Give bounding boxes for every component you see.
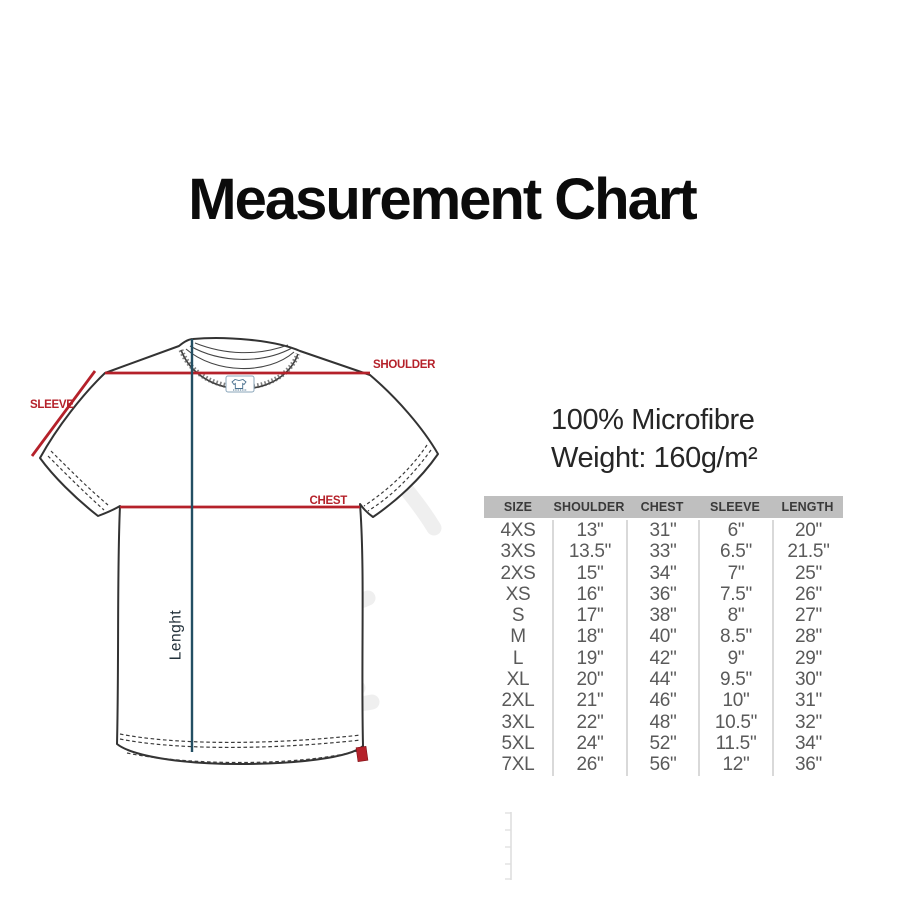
shoulder-label: SHOULDER (373, 359, 436, 371)
sleeve-measure-line (30, 370, 97, 457)
table-cell: 42" (626, 647, 698, 670)
length-label: Lenght (168, 610, 185, 661)
table-cell: 27" (772, 605, 843, 627)
table-cell: 25" (772, 562, 843, 584)
hem-tag (355, 746, 369, 762)
table-cell: 24" (552, 732, 626, 755)
table-cell: XL (506, 669, 530, 691)
table-cell: 44" (626, 669, 698, 691)
table-cell: 21" (552, 690, 626, 712)
table-cell: 52" (626, 732, 698, 755)
table-cell: 2XL (501, 690, 535, 712)
table-row: XL 20" 44" 9.5" 30" (484, 669, 843, 691)
table-cell: XS (505, 583, 531, 605)
table-cell: M (510, 626, 526, 648)
table-row: 3XS 13.5" 33" 6.5" 21.5" (484, 541, 843, 563)
size-table-header: SIZE SHOULDER CHEST SLEEVE LENGTH (484, 496, 843, 518)
table-cell: 13.5" (552, 541, 626, 563)
table-cell: 34" (772, 732, 843, 755)
table-cell: 28" (772, 626, 843, 648)
table-cell: 26" (552, 754, 626, 776)
table-cell: 40" (626, 626, 698, 648)
table-cell: 19" (552, 647, 626, 670)
table-cell: 36" (772, 754, 843, 776)
table-row: 7XL 26" 56" 12" 36" (484, 754, 843, 776)
table-cell: 20" (772, 520, 843, 542)
size-table: SIZE SHOULDER CHEST SLEEVE LENGTH 4XS 13" 31" 6… (484, 496, 843, 776)
table-cell: 7XL (501, 754, 535, 776)
table-cell: 7" (698, 562, 772, 584)
table-cell: 8" (698, 605, 772, 627)
table-cell: 4XS (500, 520, 536, 541)
table-cell: 31" (626, 520, 698, 542)
table-cell: 30" (772, 669, 843, 691)
table-cell: 33" (626, 541, 698, 563)
table-row: M 18" 40" 8.5" 28" (484, 626, 843, 648)
column-header: SHOULDER (553, 500, 625, 514)
sleeve-label: SLEEVE (30, 399, 74, 411)
table-row: XS 16" 36" 7.5" 26" (484, 583, 843, 606)
collar-label (225, 375, 255, 393)
table-cell: 7.5" (698, 583, 772, 606)
table-cell: 26" (772, 583, 843, 606)
page-title: Measurement Chart (188, 167, 697, 232)
table-cell: 6.5" (698, 541, 772, 563)
table-row: 5XL 24" 52" 11.5" 34" (484, 732, 843, 755)
table-cell: 18" (552, 626, 626, 648)
column-header: SLEEVE (710, 500, 760, 514)
table-cell: 22" (552, 711, 626, 733)
table-cell: 6" (698, 520, 772, 542)
table-cell: 38" (626, 605, 698, 627)
table-cell: 31" (772, 690, 843, 712)
column-header: CHEST (640, 500, 684, 514)
weight-line: Weight: 160g/m² (551, 442, 758, 474)
table-cell: 32" (772, 711, 843, 733)
table-row: 3XL 22" 48" 10.5" 32" (484, 711, 843, 733)
table-cell: 21.5" (772, 541, 843, 563)
table-cell: 29" (772, 647, 843, 670)
table-cell: 20" (552, 669, 626, 691)
chest-label: CHEST (310, 495, 348, 507)
table-row: S 17" 38" 8" 27" (484, 605, 843, 627)
material-line: 100% Microfibre (551, 404, 755, 436)
column-header: SIZE (503, 500, 533, 514)
table-cell: 15" (552, 562, 626, 584)
size-table-body: 4XS 13" 31" 6" 20" 3XS 13.5" 33" 6.5" 21.5" 2XS 15"… (484, 520, 843, 776)
table-cell: 9.5" (698, 669, 772, 691)
table-cell: 46" (626, 690, 698, 712)
table-cell: 13" (552, 520, 626, 542)
table-row: 4XS 13" 31" 6" 20" (484, 520, 843, 542)
table-cell: 56" (626, 754, 698, 776)
table-row: 2XL 21" 46" 10" 31" (484, 690, 843, 712)
table-cell: 10.5" (698, 711, 772, 733)
hem-stitches (119, 733, 362, 764)
column-header: LENGTH (781, 500, 834, 514)
table-cell: L (512, 647, 524, 669)
table-cell: 5XL (501, 732, 535, 754)
table-row: L 19" 42" 9" 29" (484, 647, 843, 670)
table-cell: 8.5" (698, 626, 772, 648)
table-cell: 48" (626, 711, 698, 733)
ruler-artifact (505, 812, 512, 880)
table-cell: 17" (552, 605, 626, 627)
material-info: 100% Microfibre Weight: 160g/m² (551, 401, 758, 477)
table-cell: 16" (552, 583, 626, 606)
table-cell: 11.5" (698, 732, 772, 755)
table-cell: 34" (626, 562, 698, 584)
table-cell: 9" (698, 647, 772, 670)
table-cell: 12" (698, 754, 772, 776)
table-cell: 10" (698, 690, 772, 712)
table-cell: 2XS (500, 562, 536, 584)
table-cell: 36" (626, 583, 698, 606)
table-cell: 3XS (500, 541, 536, 563)
tshirt-illustration: SLEEVE SHOULDER CHEST Lenght (30, 337, 442, 765)
table-row: 2XS 15" 34" 7" 25" (484, 562, 843, 584)
table-cell: S (511, 605, 525, 627)
cuff-stitches (47, 444, 432, 512)
table-cell: 3XL (501, 711, 535, 733)
tshirt-diagram: SLEEVE SHOULDER CHEST Lenght (20, 330, 460, 800)
